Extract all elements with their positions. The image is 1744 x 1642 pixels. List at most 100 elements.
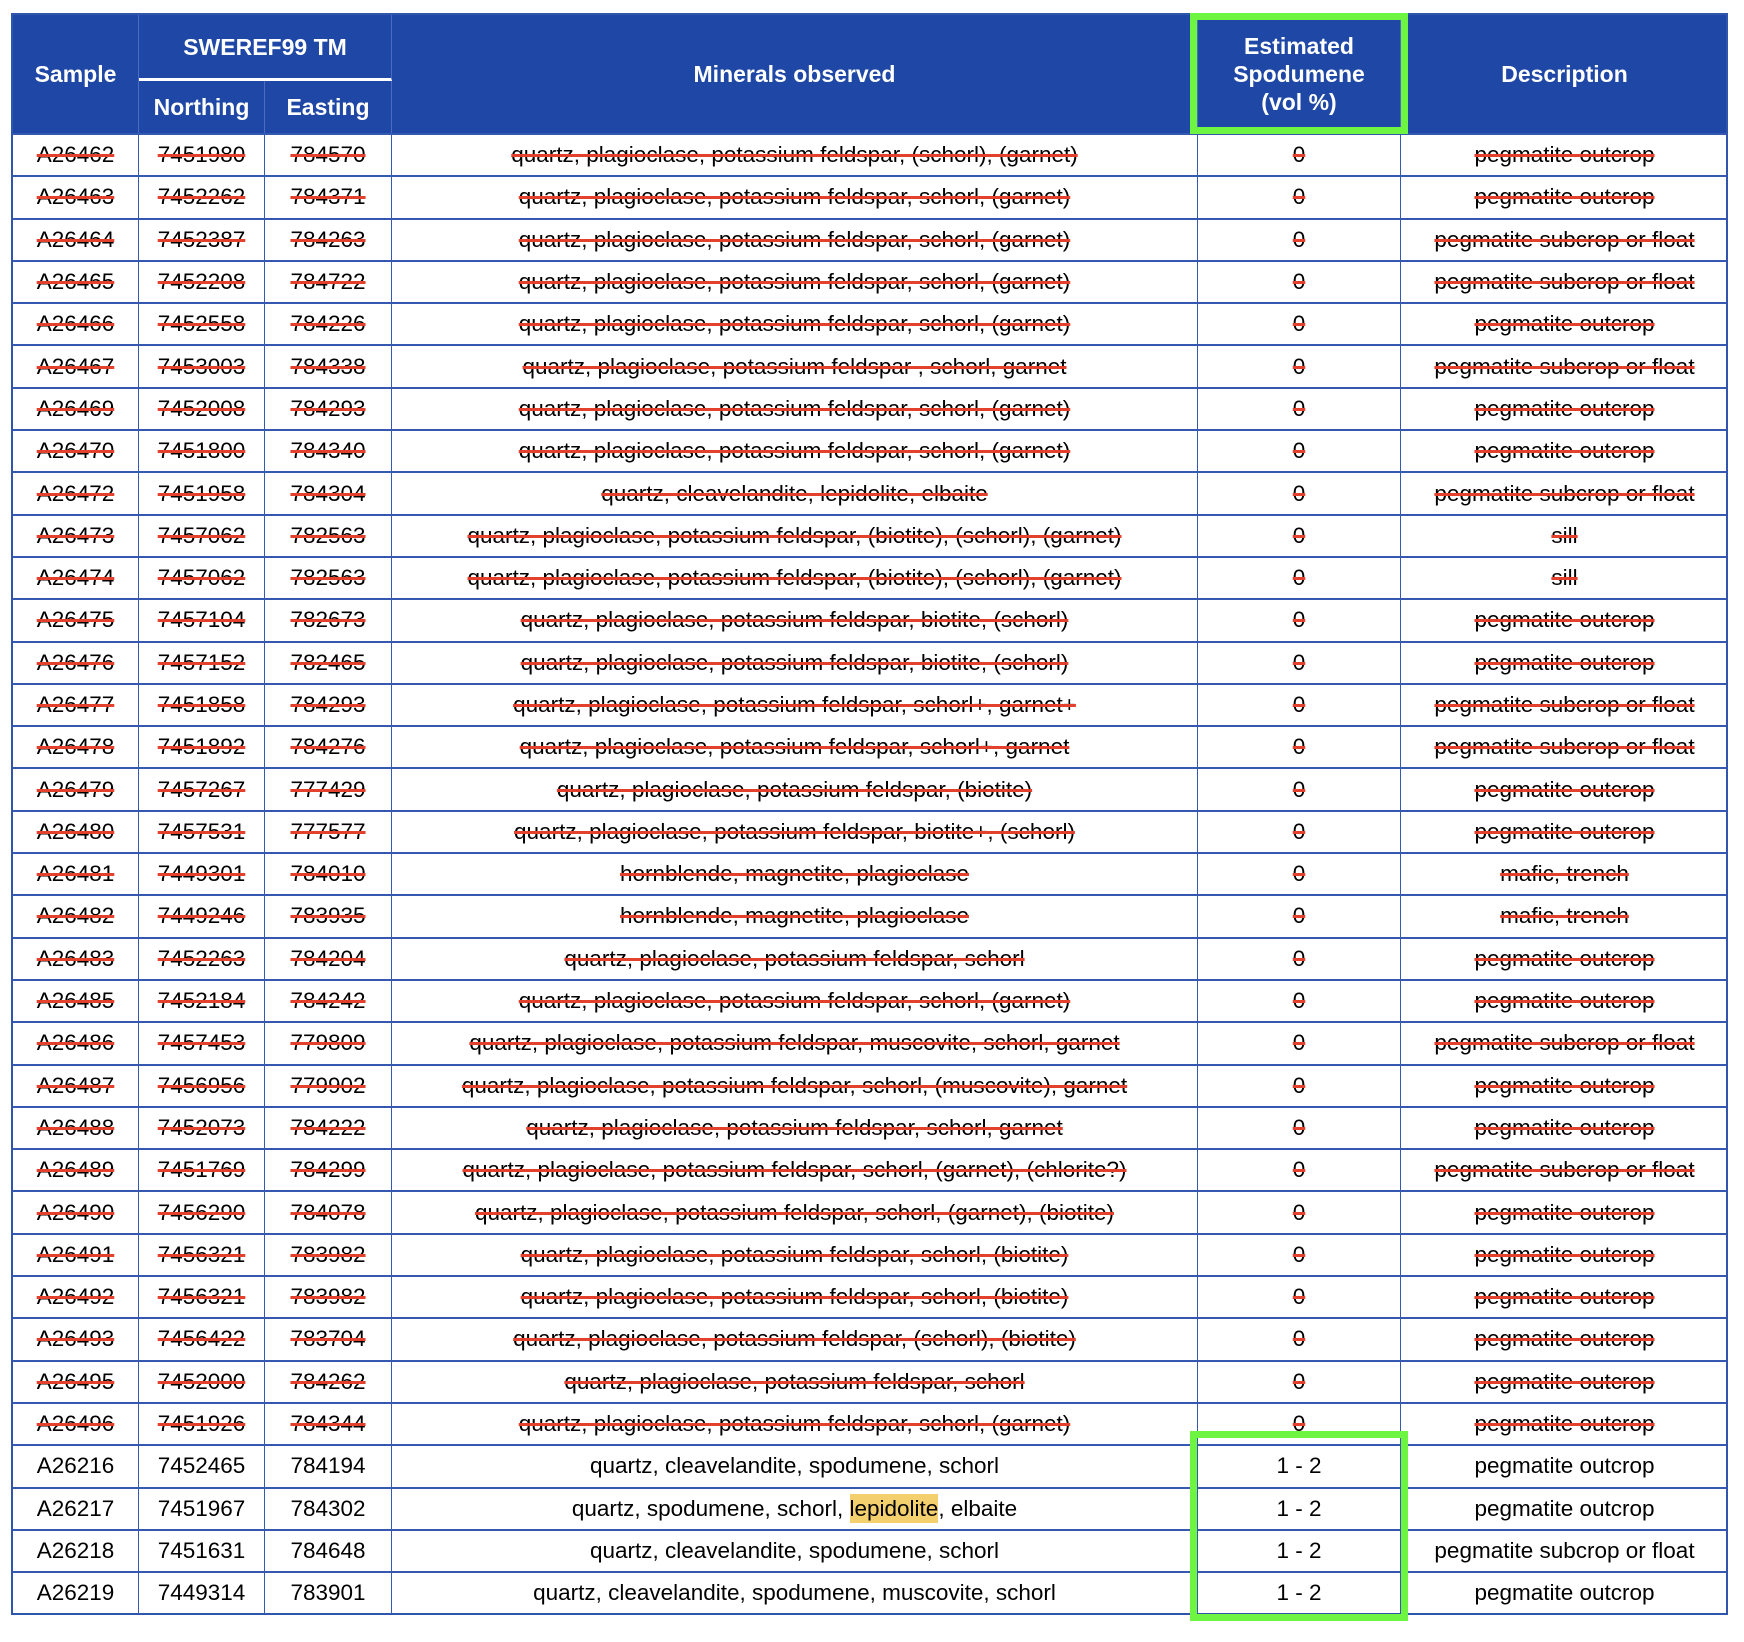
cell-northing: 7449314 (139, 1573, 265, 1614)
spodumene-text: 0 (1292, 607, 1306, 633)
cell-description: pegmatite outcrop (1401, 304, 1728, 344)
sample-text: A26496 (36, 1411, 115, 1437)
cell-sample: A26481 (13, 854, 139, 895)
cell-sample: A26474 (13, 557, 139, 599)
cell-easting: 784226 (265, 304, 392, 345)
cell-northing: 7452558 (139, 304, 265, 345)
cell-description: sill (1401, 516, 1728, 556)
cell-spodumene: 0 (1198, 557, 1401, 599)
sample-text: A26486 (36, 1030, 115, 1056)
table-row: A26475 7457104 782673 quartz, plagioclase, … (13, 598, 1728, 641)
sample-text: A26472 (36, 480, 115, 506)
spodumene-text: 0 (1292, 861, 1306, 887)
easting-text: 784010 (290, 861, 366, 887)
minerals-text: quartz, plagioclase, potassium feldspar,… (467, 522, 1122, 548)
northing-text: 7451892 (157, 734, 246, 760)
minerals-text: quartz, plagioclase, potassium feldspar,… (513, 692, 1076, 717)
table-row: A26470 7451800 784340 quartz, plagioclase, … (13, 429, 1726, 472)
description-text: mafic, trench (1500, 861, 1629, 887)
cell-sample: A26488 (13, 1107, 139, 1149)
sample-text: A26488 (36, 1114, 115, 1140)
cell-easting: 784276 (265, 727, 392, 768)
cell-easting: 783901 (265, 1573, 392, 1614)
northing-text: 7452558 (157, 311, 246, 337)
description-text: pegmatite outcrop (1474, 607, 1655, 633)
description-text: pegmatite outcrop (1474, 1241, 1655, 1267)
easting-text: 784570 (290, 142, 366, 168)
table-row: A26479 7457267 777429 quartz, plagioclase, … (13, 767, 1726, 810)
sample-text: A26218 (36, 1537, 115, 1563)
minerals-text: quartz, plagioclase, potassium feldspar,… (474, 1199, 1115, 1225)
cell-easting: 784293 (265, 388, 392, 430)
cell-spodumene: 0 (1198, 1403, 1401, 1445)
table-row: A26495 7452000 784262 quartz, plagioclase, … (13, 1359, 1728, 1402)
highlighted-mineral: lepidolite (849, 1493, 939, 1523)
sample-text: A26466 (36, 311, 115, 337)
sample-text: A26485 (36, 988, 115, 1014)
sample-text: A26487 (36, 1072, 115, 1098)
cell-northing: 7452000 (139, 1361, 265, 1402)
sample-text: A26475 (36, 607, 115, 633)
cell-description: pegmatite outcrop (1401, 1362, 1728, 1402)
cell-spodumene: 0 (1198, 980, 1401, 1022)
easting-text: 784222 (290, 1114, 366, 1140)
cell-minerals: quartz, plagioclase, potassium feldspar,… (392, 1361, 1198, 1402)
cell-sample: A26219 (13, 1573, 139, 1614)
cell-northing: 7451769 (139, 1150, 265, 1191)
cell-sample: A26496 (13, 1403, 139, 1445)
cell-sample: A26492 (13, 1277, 139, 1318)
minerals-text: quartz, plagioclase, potassium feldspar,… (518, 226, 1071, 252)
description-text: pegmatite outcrop (1474, 142, 1655, 168)
spodumene-text: 0 (1292, 649, 1306, 675)
easting-text: 777577 (290, 818, 366, 844)
cell-spodumene: 1 - 2 (1198, 1446, 1401, 1487)
cell-easting: 784204 (265, 938, 392, 979)
spodumene-text: 0 (1292, 734, 1306, 760)
cell-spodumene: 0 (1198, 854, 1401, 895)
easting-text: 784293 (290, 692, 366, 717)
northing-text: 7452262 (157, 184, 246, 210)
cell-description: pegmatite outcrop (1401, 600, 1728, 640)
cell-northing: 7452208 (139, 261, 265, 303)
cell-easting: 782673 (265, 600, 392, 641)
cell-sample: A26489 (13, 1150, 139, 1191)
cell-easting: 779902 (265, 1065, 392, 1106)
cell-description: pegmatite subcrop or float (1401, 727, 1728, 767)
cell-sample: A26495 (13, 1361, 139, 1402)
sample-text: A26473 (36, 522, 115, 548)
sample-text: A26477 (36, 692, 115, 717)
cell-description: pegmatite outcrop (1401, 389, 1728, 429)
easting-text: 779809 (290, 1030, 366, 1056)
minerals-text: quartz, plagioclase, potassium feldspar,… (556, 776, 1033, 802)
cell-minerals: quartz, plagioclase, potassium feldspar,… (392, 219, 1198, 260)
table-row: A26472 7451958 784304 quartz, cleavelandite… (13, 471, 1726, 514)
cell-spodumene: 1 - 2 (1198, 1573, 1401, 1614)
sample-text: A26467 (36, 353, 115, 379)
cell-description: pegmatite outcrop (1401, 1573, 1728, 1613)
cell-minerals: quartz, plagioclase, potassium feldspar,… (392, 304, 1198, 345)
cell-minerals: quartz, cleavelandite, spodumene, muscov… (392, 1573, 1198, 1614)
cell-spodumene: 0 (1198, 304, 1401, 345)
northing-text: 7456422 (157, 1326, 246, 1352)
cell-minerals: quartz, plagioclase, potassium feldspar,… (392, 1277, 1198, 1318)
cell-description: pegmatite subcrop or float (1401, 1150, 1728, 1190)
description-text: pegmatite subcrop or float (1434, 692, 1695, 717)
northing-text: 7453003 (157, 353, 246, 379)
minerals-text: quartz, plagioclase, potassium feldspar,… (518, 184, 1071, 210)
cell-sample: A26464 (13, 219, 139, 260)
northing-text: 7452184 (157, 988, 246, 1014)
cell-spodumene: 0 (1198, 388, 1401, 430)
cell-northing: 7452073 (139, 1107, 265, 1149)
header-description: Description (1501, 61, 1628, 87)
cell-northing: 7452262 (139, 177, 265, 218)
cell-spodumene: 0 (1198, 261, 1401, 303)
minerals-text: quartz, plagioclase, potassium feldspar,… (518, 438, 1071, 464)
minerals-text: quartz, plagioclase, potassium feldspar,… (518, 395, 1071, 421)
easting-text: 782563 (290, 565, 366, 591)
spodumene-text: 0 (1292, 1157, 1306, 1183)
sample-text: A26478 (36, 734, 115, 760)
cell-easting: 783982 (265, 1277, 392, 1318)
cell-sample: A26469 (13, 388, 139, 430)
cell-northing: 7457062 (139, 557, 265, 599)
sample-text: A26493 (36, 1326, 115, 1352)
